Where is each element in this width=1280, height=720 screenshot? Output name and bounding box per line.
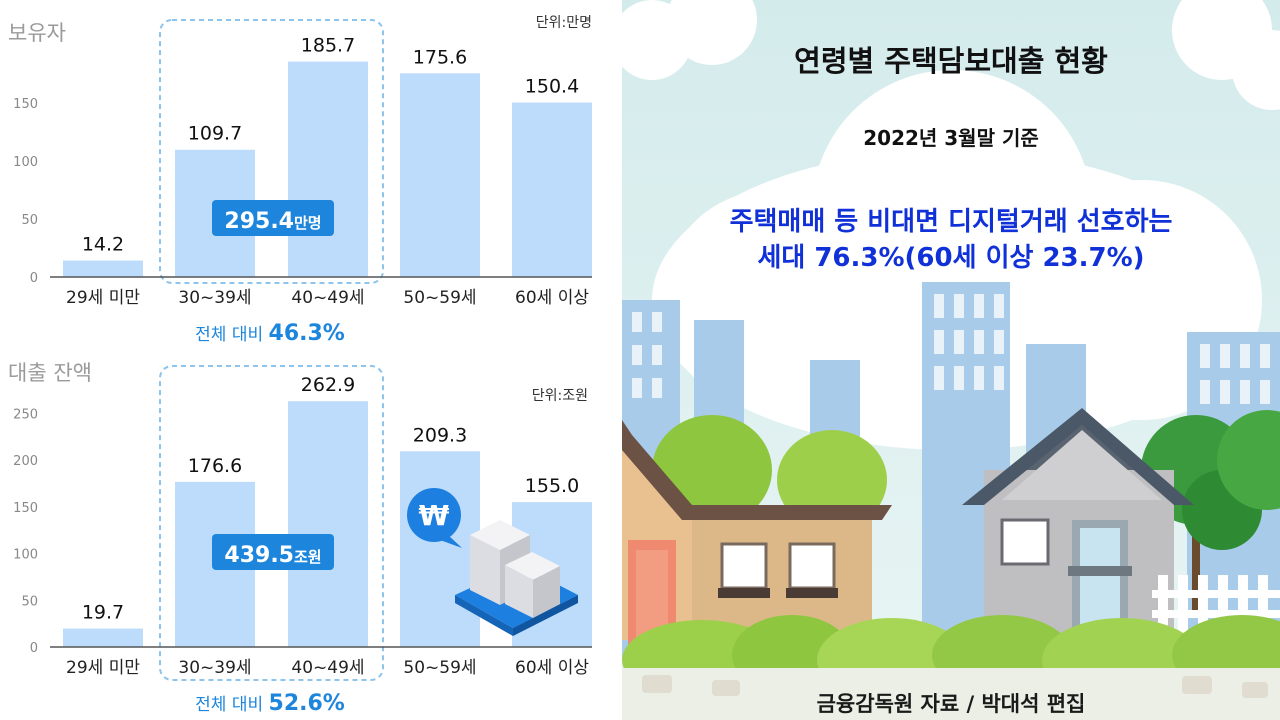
data-label: 150.4 — [525, 76, 579, 98]
poster-panel: 연령별 주택담보대출 현황 2022년 3월말 기준 주택매매 등 비대면 디지… — [622, 0, 1280, 720]
x-tick-label: 50~59세 — [403, 288, 476, 308]
x-tick-label: 40~49세 — [291, 658, 364, 678]
y-tick-label: 200 — [13, 454, 38, 469]
building-windows — [632, 294, 1270, 404]
ground-stones — [642, 675, 1268, 698]
bar — [400, 451, 480, 647]
bar — [288, 401, 368, 647]
city-houses-illustration — [622, 0, 1280, 720]
x-tick-label: 40~49세 — [291, 288, 364, 308]
building-right — [533, 566, 560, 618]
y-tick-label: 0 — [30, 271, 38, 286]
y-tick-label: 100 — [13, 155, 38, 170]
data-label: 209.3 — [413, 424, 467, 446]
bar — [63, 628, 143, 647]
total-badge — [212, 200, 334, 236]
data-label: 155.0 — [525, 475, 579, 497]
y-tick-label: 150 — [13, 501, 38, 516]
share-label: 전체 대비 46.3% — [195, 321, 345, 346]
right-house — [962, 408, 1194, 640]
y-tick-label: 100 — [13, 548, 38, 563]
bar — [63, 260, 143, 277]
data-label: 14.2 — [82, 234, 124, 256]
x-tick-label: 29세 미만 — [66, 658, 140, 678]
building-left — [505, 565, 533, 618]
chart-unit: 단위:만명 — [536, 15, 592, 31]
won-coin-tail — [440, 535, 462, 548]
x-tick-label: 30~39세 — [178, 658, 251, 678]
platform-side — [455, 595, 513, 636]
y-tick-label: 50 — [21, 594, 38, 609]
platform-side — [513, 595, 578, 636]
cloud-top — [622, 0, 1280, 110]
x-tick-label: 60세 이상 — [515, 288, 589, 308]
data-label: 175.6 — [413, 46, 467, 68]
bar — [512, 102, 592, 277]
data-label: 185.7 — [301, 35, 355, 57]
y-tick-label: 150 — [13, 97, 38, 112]
data-label: 262.9 — [301, 374, 355, 396]
total-badge — [212, 534, 334, 570]
poster-highlight: 주택매매 등 비대면 디지털거래 선호하는 세대 76.3%(60세 이상 23… — [622, 204, 1280, 276]
chart-title: 대출 잔액 — [8, 361, 92, 385]
total-badge-label: 439.5조원 — [224, 543, 321, 568]
poster-highlight-line1: 주택매매 등 비대면 디지털거래 선호하는 — [729, 207, 1173, 237]
y-tick-label: 0 — [30, 641, 38, 656]
highlight-box — [159, 19, 384, 284]
data-label: 19.7 — [82, 602, 124, 624]
won-icon: ₩ — [419, 499, 450, 532]
charts-svg: 보유자 단위:만명 0 50 100 150 14.2 29세 미만 109.7 30~39세 18… — [8, 15, 592, 716]
x-tick-label: 60세 이상 — [515, 658, 589, 678]
won-coin — [407, 488, 461, 542]
fence — [1152, 575, 1280, 635]
highlight-box — [159, 365, 384, 681]
y-tick-label: 250 — [13, 407, 38, 422]
poster-title: 연령별 주택담보대출 현황 — [794, 44, 1108, 78]
poster-source: 금융감독원 자료 / 박대석 편집 — [816, 692, 1086, 716]
poster-highlight-line2: 세대 76.3%(60세 이상 23.7%) — [757, 243, 1145, 273]
x-tick-label: 29세 미만 — [66, 288, 140, 308]
won-coin-buildings-icon: ₩ — [407, 488, 578, 636]
charts-panel: 보유자 단위:만명 0 50 100 150 14.2 29세 미만 109.7 30~39세 18… — [0, 0, 622, 720]
y-tick-label: 50 — [21, 213, 38, 228]
building-roof — [505, 552, 560, 580]
bar — [288, 61, 368, 278]
x-tick-label: 50~59세 — [403, 658, 476, 678]
share-label: 전체 대비 52.6% — [195, 691, 345, 716]
data-label: 109.7 — [188, 123, 242, 145]
total-badge-label: 295.4만명 — [224, 209, 321, 234]
bar — [400, 73, 480, 277]
chart-title: 보유자 — [8, 21, 66, 45]
chart-1: 보유자 단위:만명 0 50 100 150 14.2 29세 미만 109.7 30~39세 18… — [8, 15, 592, 346]
poster-date: 2022년 3월말 기준 — [863, 126, 1039, 150]
x-tick-label: 30~39세 — [178, 288, 251, 308]
chart-unit: 단위:조원 — [532, 388, 588, 404]
data-label: 176.6 — [188, 455, 242, 477]
building-left — [470, 535, 500, 605]
